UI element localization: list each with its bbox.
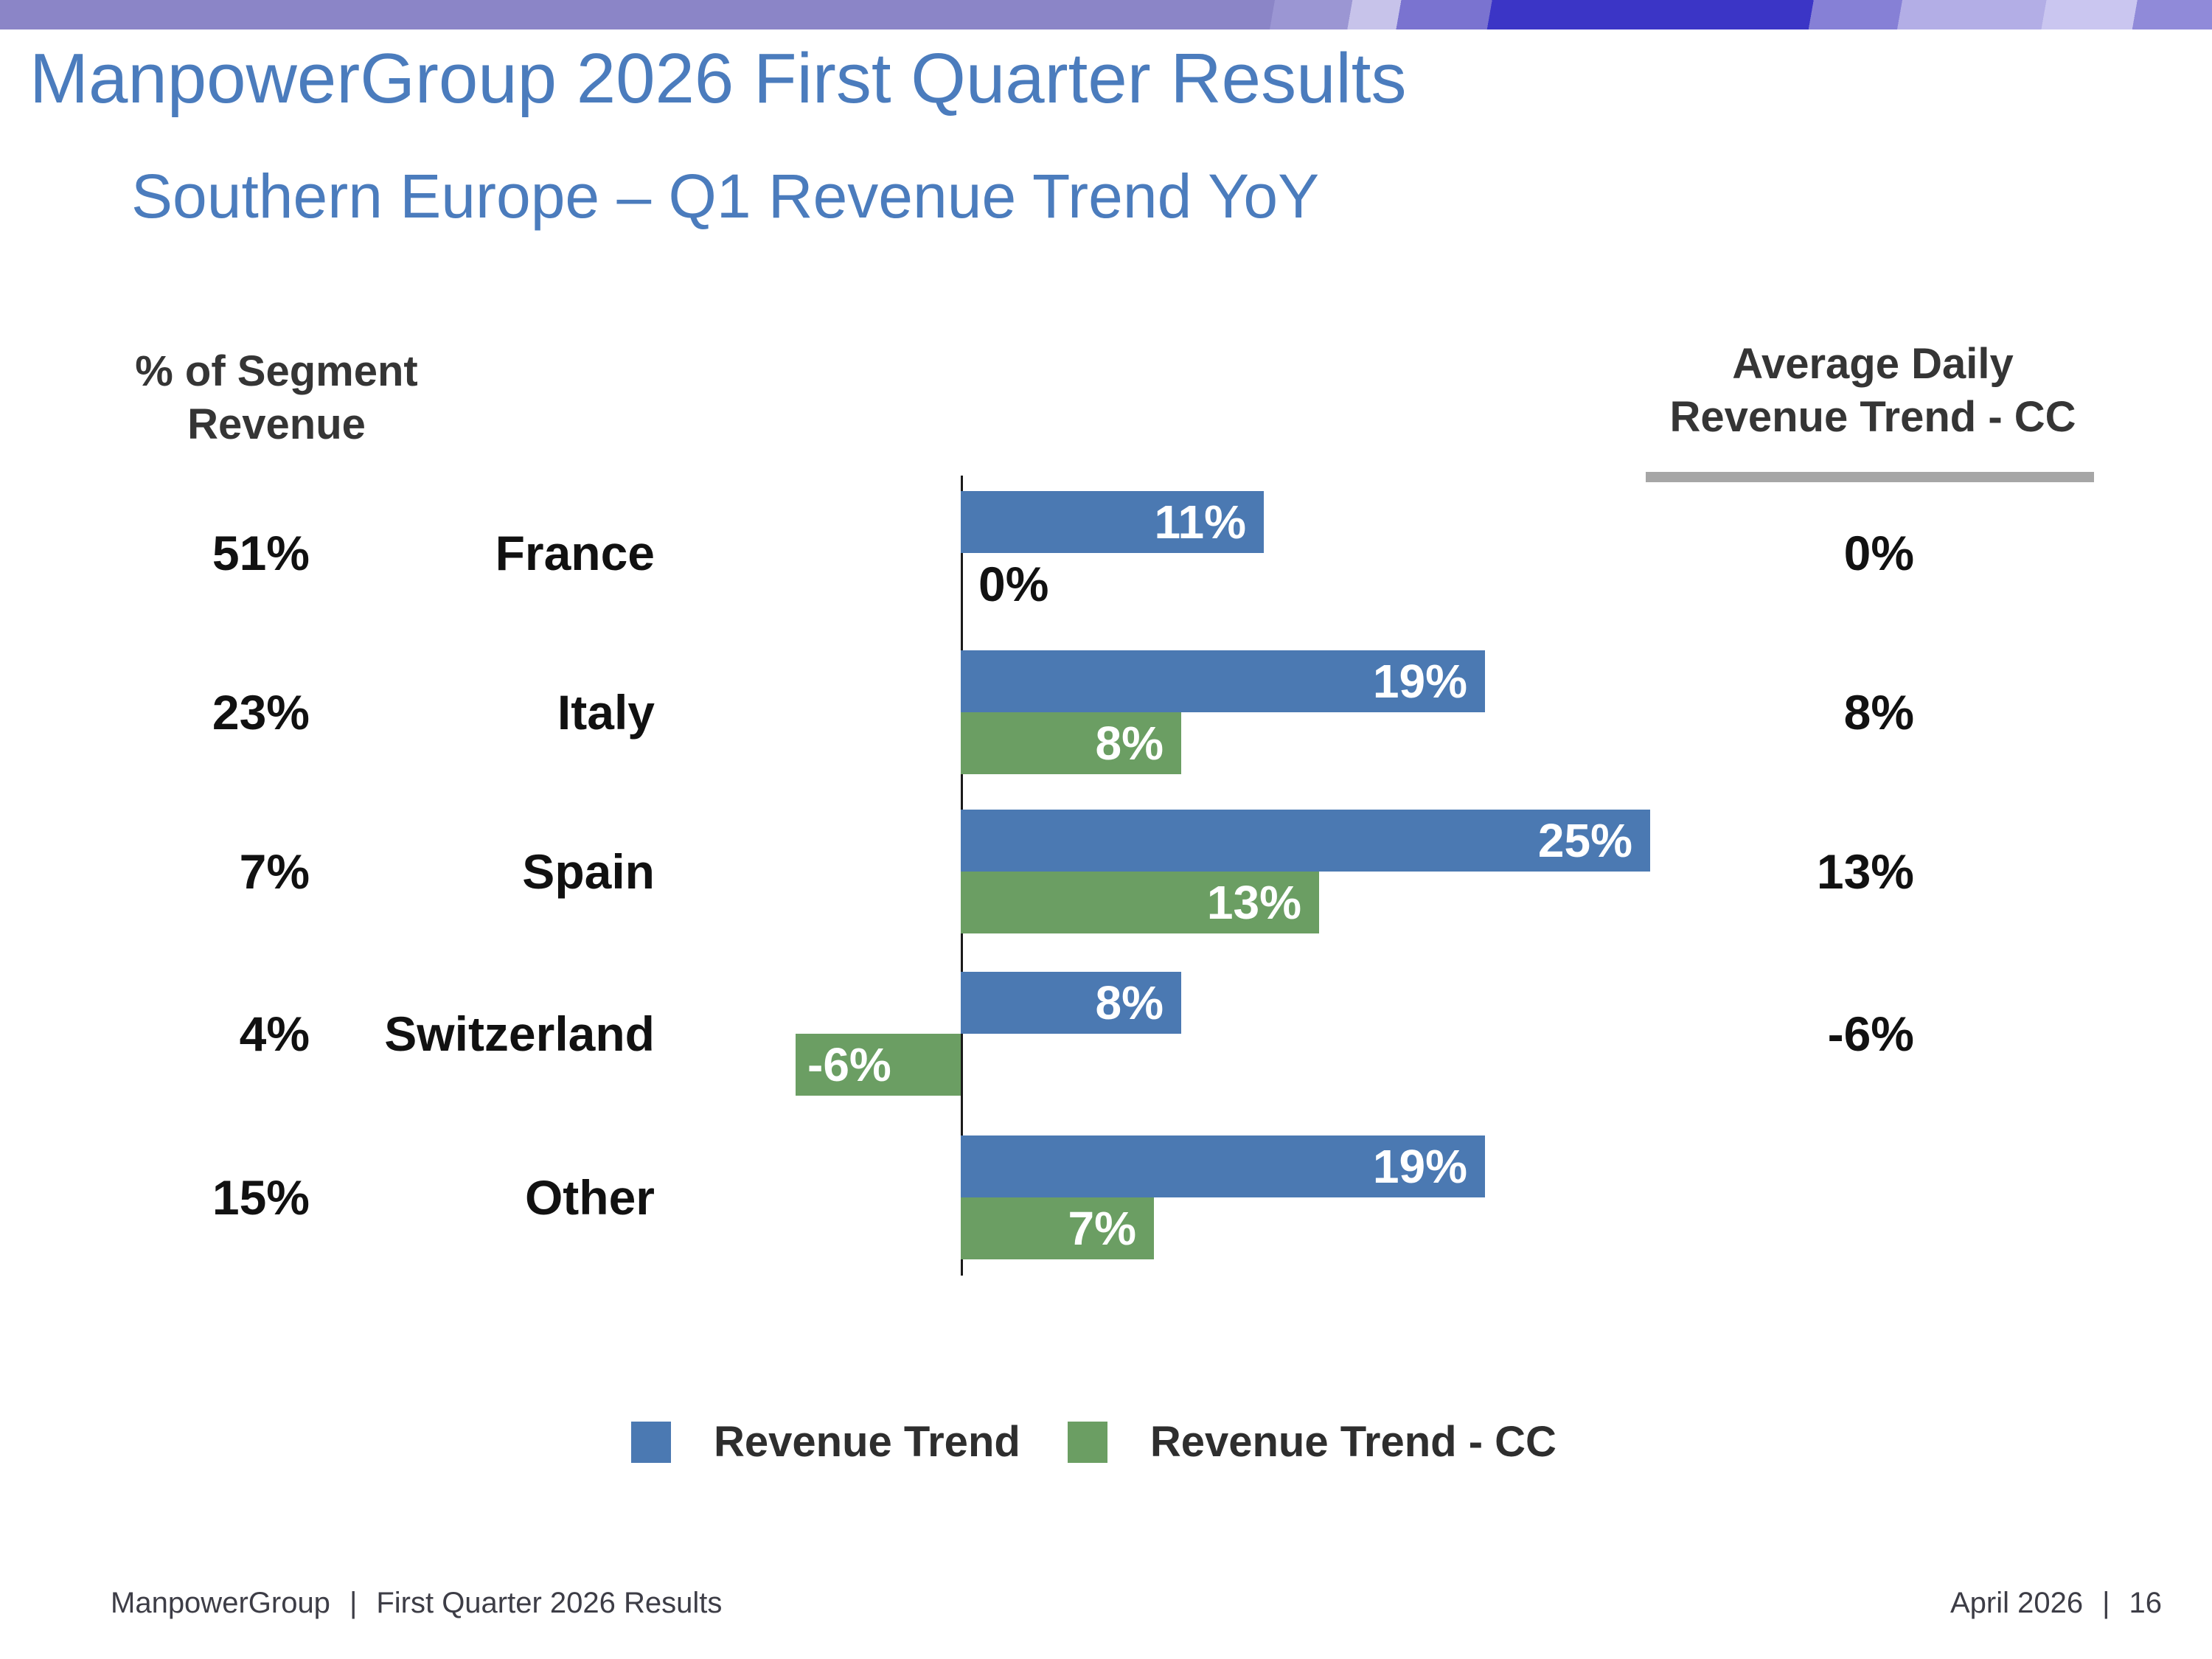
segment-revenue-value: 7% xyxy=(239,844,310,899)
legend-label: Revenue Trend - CC xyxy=(1150,1418,1557,1466)
revenue-trend-cc-bar: 13% xyxy=(961,872,1319,933)
revenue-trend-bar: 11% xyxy=(961,491,1264,553)
segment-revenue-value: 23% xyxy=(212,685,310,740)
bar-value-label: -6% xyxy=(807,1038,891,1091)
bar-value-label: 7% xyxy=(1068,1202,1137,1255)
country-label: France xyxy=(495,526,655,580)
bar-value-label: 11% xyxy=(1154,495,1246,549)
footer-page-number: 16 xyxy=(2129,1587,2163,1619)
bar-value-label: 25% xyxy=(1537,814,1632,867)
bar-value-label: 19% xyxy=(1372,655,1467,708)
legend-item: Revenue Trend xyxy=(631,1417,1020,1467)
avg-daily-cc-value: 13% xyxy=(1816,844,1914,899)
avg-daily-revenue-column-header: Average Daily Revenue Trend - CC xyxy=(1669,340,2076,441)
footer-brand: ManpowerGroup xyxy=(111,1587,330,1619)
bar-value-label: 8% xyxy=(1095,717,1164,770)
footer-presentation-label: First Quarter 2026 Results xyxy=(376,1587,723,1619)
segment-revenue-value: 15% xyxy=(212,1170,310,1225)
bar-value-label: 19% xyxy=(1372,1140,1467,1193)
footer-date: April 2026 xyxy=(1950,1587,2084,1619)
footer-right: April 2026 | 16 xyxy=(1950,1587,2162,1620)
revenue-trend-cc-bar: 7% xyxy=(961,1197,1154,1259)
avg-daily-cc-value: -6% xyxy=(1827,1006,1914,1061)
country-label: Switzerland xyxy=(384,1006,655,1061)
page-subtitle: Southern Europe – Q1 Revenue Trend YoY xyxy=(131,161,1320,231)
footer-divider: | xyxy=(2102,1587,2110,1619)
revenue-trend-bar: 25% xyxy=(961,810,1650,872)
country-label: Other xyxy=(524,1170,655,1225)
revenue-trend-cc-bar: 8% xyxy=(961,712,1181,774)
revenue-trend-bar: 19% xyxy=(961,1135,1485,1197)
page-title: ManpowerGroup 2026 First Quarter Results xyxy=(29,39,1407,118)
avg-daily-header-underline xyxy=(1646,472,2094,482)
country-label: Spain xyxy=(522,844,655,899)
segment-revenue-value: 4% xyxy=(239,1006,310,1061)
legend-item: Revenue Trend - CC xyxy=(1067,1417,1557,1467)
bar-value-label: 8% xyxy=(1095,976,1164,1029)
avg-daily-cc-value: 0% xyxy=(1843,526,1914,580)
segment-revenue-value: 51% xyxy=(212,526,310,580)
revenue-trend-bar: 19% xyxy=(961,650,1485,712)
footer-left: ManpowerGroup | First Quarter 2026 Results xyxy=(111,1587,722,1620)
footer-divider: | xyxy=(349,1587,358,1619)
avg-daily-cc-value: 8% xyxy=(1843,685,1914,740)
revenue-trend-bar: 8% xyxy=(961,972,1181,1034)
segment-revenue-column-header: % of Segment Revenue xyxy=(135,347,418,448)
legend-swatch xyxy=(1067,1421,1107,1463)
bar-value-label: 13% xyxy=(1206,876,1301,929)
country-label: Italy xyxy=(557,685,655,740)
revenue-trend-cc-bar: -6% xyxy=(796,1034,961,1096)
cc-zero-value-label: 0% xyxy=(978,557,1049,611)
chart-legend: Revenue Trend Revenue Trend - CC xyxy=(631,1417,1557,1467)
top-banner-decoration xyxy=(0,0,2212,29)
legend-swatch xyxy=(631,1421,671,1463)
legend-label: Revenue Trend xyxy=(714,1418,1020,1466)
